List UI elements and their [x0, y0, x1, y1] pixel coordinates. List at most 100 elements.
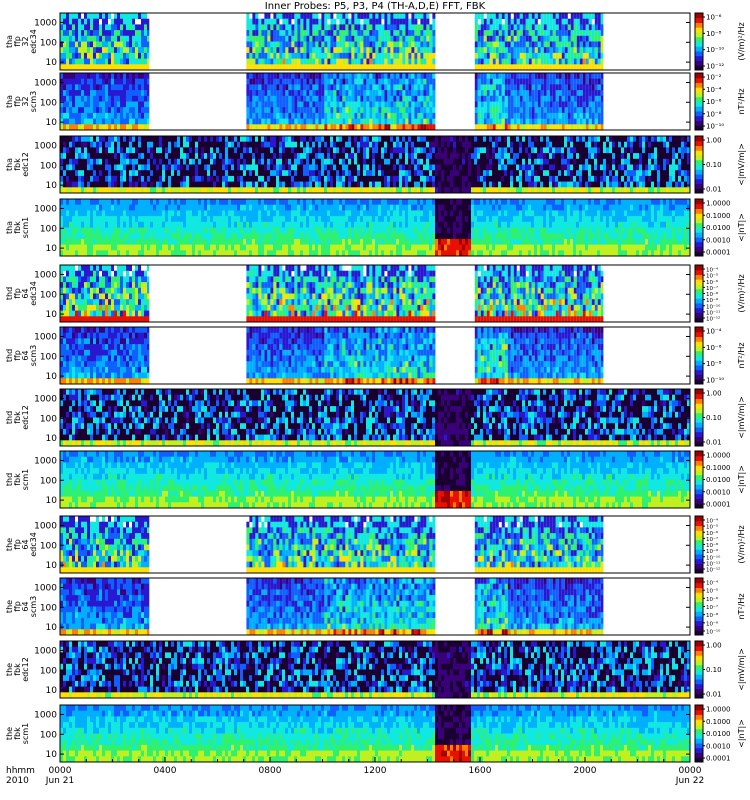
- colorbar-tick-label: 10⁻⁴: [706, 267, 719, 274]
- colorbar-tick-label: 10⁻⁸: [706, 360, 722, 368]
- y-tick-label: 10: [46, 181, 58, 191]
- x-axis-row-label: 2010: [6, 776, 29, 786]
- y-tick-label: 1000: [34, 394, 57, 404]
- colorbar-tick-label: 10⁻⁴: [706, 580, 719, 587]
- colorbar-tick-label: 0.01: [706, 439, 722, 447]
- colorbar-tick-label: 10⁻¹⁰: [706, 377, 724, 385]
- colorbar-tick-label: 0.10: [706, 161, 722, 169]
- y-axis-label: thafbkscm1: [5, 217, 30, 238]
- colorbar-tick-label: 10⁻⁸: [706, 110, 722, 118]
- colorbar-tha_fbk_edc12: 1.000.100.01<|mV/m|>: [695, 136, 746, 194]
- y-tick-label: 100: [40, 98, 57, 108]
- colorbar-tick-label: 10⁻⁹: [706, 548, 718, 555]
- colorbar-tick-label: 10⁻⁶: [706, 530, 719, 537]
- spectrogram-tha_ffp_edc34: [60, 13, 603, 70]
- y-tick-label: 10: [46, 58, 58, 68]
- x-tick-label: 0800: [259, 766, 282, 776]
- y-axis-label: theffp64scm3: [5, 596, 38, 617]
- colorbar-tick-label: 10⁻¹¹: [706, 560, 720, 567]
- colorbar-unit-label: <|mV/m|>: [737, 396, 746, 439]
- colorbar-tick-label: 10⁻⁸: [706, 542, 719, 549]
- y-tick-label: 1000: [34, 456, 57, 466]
- colorbar-unit-label: <|nT|>: [737, 465, 746, 494]
- x-tick-label: 1200: [364, 766, 387, 776]
- colorbar-tick-label: 10⁻⁹: [706, 620, 718, 627]
- y-tick-label: 100: [40, 414, 57, 424]
- spectrogram-thd_fbk_edc12: [60, 389, 690, 446]
- colorbar-tick-label: 1.0000: [706, 706, 731, 714]
- colorbar-tick-label: 0.0100: [706, 476, 731, 484]
- colorbar-tick-label: 0.0010: [706, 236, 731, 244]
- y-tick-label: 100: [40, 352, 57, 362]
- y-tick-label: 10: [46, 310, 58, 320]
- x-date-label: Jun 22: [675, 776, 704, 786]
- x-axis-row-label: hhmm: [6, 766, 35, 776]
- x-tick-label: 0400: [154, 766, 177, 776]
- colorbar-unit-label: nT²/Hz: [737, 88, 746, 114]
- colorbar-tick-label: 10⁻⁶: [706, 344, 722, 352]
- colorbar-tick-label: 1.0000: [706, 200, 731, 208]
- y-tick-label: 100: [40, 290, 57, 300]
- x-tick-label: 1600: [469, 766, 492, 776]
- y-axis-label: thaffp32edc34: [5, 29, 38, 54]
- colorbar-tick-label: 0.1000: [706, 718, 731, 726]
- y-tick-label: 100: [40, 224, 57, 234]
- colorbar-tick-label: 0.10: [706, 666, 722, 674]
- colorbar-tick-label: 0.10: [706, 414, 722, 422]
- colorbar-tick-label: 1.00: [706, 137, 722, 145]
- y-axis-label: theffp64edc34: [5, 532, 38, 557]
- colorbar-tick-label: 10⁻⁷: [706, 285, 718, 292]
- colorbar-tick-label: 10⁻⁶: [706, 596, 719, 603]
- colorbar-tick-label: 10⁻⁸: [706, 30, 722, 38]
- colorbar-tick-label: 10⁻¹⁰: [706, 46, 724, 54]
- colorbar-tick-label: 1.00: [706, 390, 722, 398]
- y-tick-label: 100: [40, 38, 57, 48]
- panel-thd_fbk_scm1: 101001000thdfbkscm11.00000.10000.01000.0…: [5, 451, 746, 509]
- colorbar-tick-label: 0.0001: [706, 249, 731, 257]
- y-axis-label: thdffp64edc34: [5, 281, 38, 306]
- panel-the_fbk_scm1: 101001000thefbkscm11.00000.10000.01000.0…: [5, 705, 746, 763]
- colorbar-the_fbk_edc12: 1.000.100.01<|mV/m|>: [695, 641, 746, 699]
- colorbar-tick-label: 10⁻⁷: [706, 604, 718, 611]
- panel-thd_ffp_scm3: 101001000thdffp64scm310⁻⁴10⁻⁶10⁻⁸10⁻¹⁰nT…: [5, 327, 746, 385]
- spectrogram-tha_fbk_edc12: [60, 136, 690, 193]
- y-tick-label: 10: [46, 244, 58, 254]
- colorbar-tick-label: 10⁻⁵: [706, 524, 718, 531]
- y-tick-label: 10: [46, 686, 58, 696]
- spectrogram-tha_fbk_scm1: [60, 199, 690, 256]
- colorbar-tick-label: 10⁻¹⁰: [706, 554, 721, 561]
- colorbar-unit-label: (V/m)²/Hz: [737, 525, 746, 563]
- y-axis-label: thdffp64scm3: [5, 345, 38, 366]
- y-axis-label: thafbkedc12: [5, 152, 30, 177]
- panel-the_ffp_scm3: 101001000theffp64scm310⁻⁴10⁻⁵10⁻⁶10⁻⁷10⁻…: [5, 578, 746, 636]
- spectrogram-the_ffp_edc34: [60, 516, 603, 573]
- colorbar-tick-label: 10⁻¹²: [706, 316, 720, 323]
- colorbar-tick-label: 10⁻⁴: [706, 328, 722, 336]
- colorbar-tick-label: 0.1000: [706, 212, 731, 220]
- colorbar-tick-label: 1.00: [706, 642, 722, 650]
- y-tick-label: 1000: [34, 646, 57, 656]
- y-tick-label: 1000: [34, 78, 57, 88]
- colorbar-tick-label: 0.0001: [706, 755, 731, 763]
- colorbar-tick-label: 0.0010: [706, 742, 731, 750]
- spectrogram-the_fbk_edc12: [60, 641, 690, 698]
- spectrogram-the_ffp_scm3: [60, 578, 603, 635]
- colorbar-thd_fbk_edc12: 1.00 0.10 0.01 <|mV/m|>: [695, 389, 746, 447]
- spectrogram-the_fbk_scm1: [60, 705, 690, 762]
- colorbar-the_ffp_edc34: 10⁻⁴10⁻⁵10⁻⁶10⁻⁷10⁻⁸10⁻⁹10⁻¹⁰10⁻¹¹10⁻¹²(…: [695, 516, 746, 574]
- colorbar-tick-label: 10⁻⁹: [706, 297, 718, 304]
- colorbar-tick-label: 10⁻⁶: [706, 14, 722, 22]
- spectrogram-thd_ffp_edc34: [60, 265, 603, 322]
- colorbar-unit-label: <|nT|>: [737, 213, 746, 242]
- y-tick-label: 1000: [34, 332, 57, 342]
- y-tick-label: 1000: [34, 18, 57, 28]
- colorbar-tick-label: 10⁻⁶: [706, 98, 722, 106]
